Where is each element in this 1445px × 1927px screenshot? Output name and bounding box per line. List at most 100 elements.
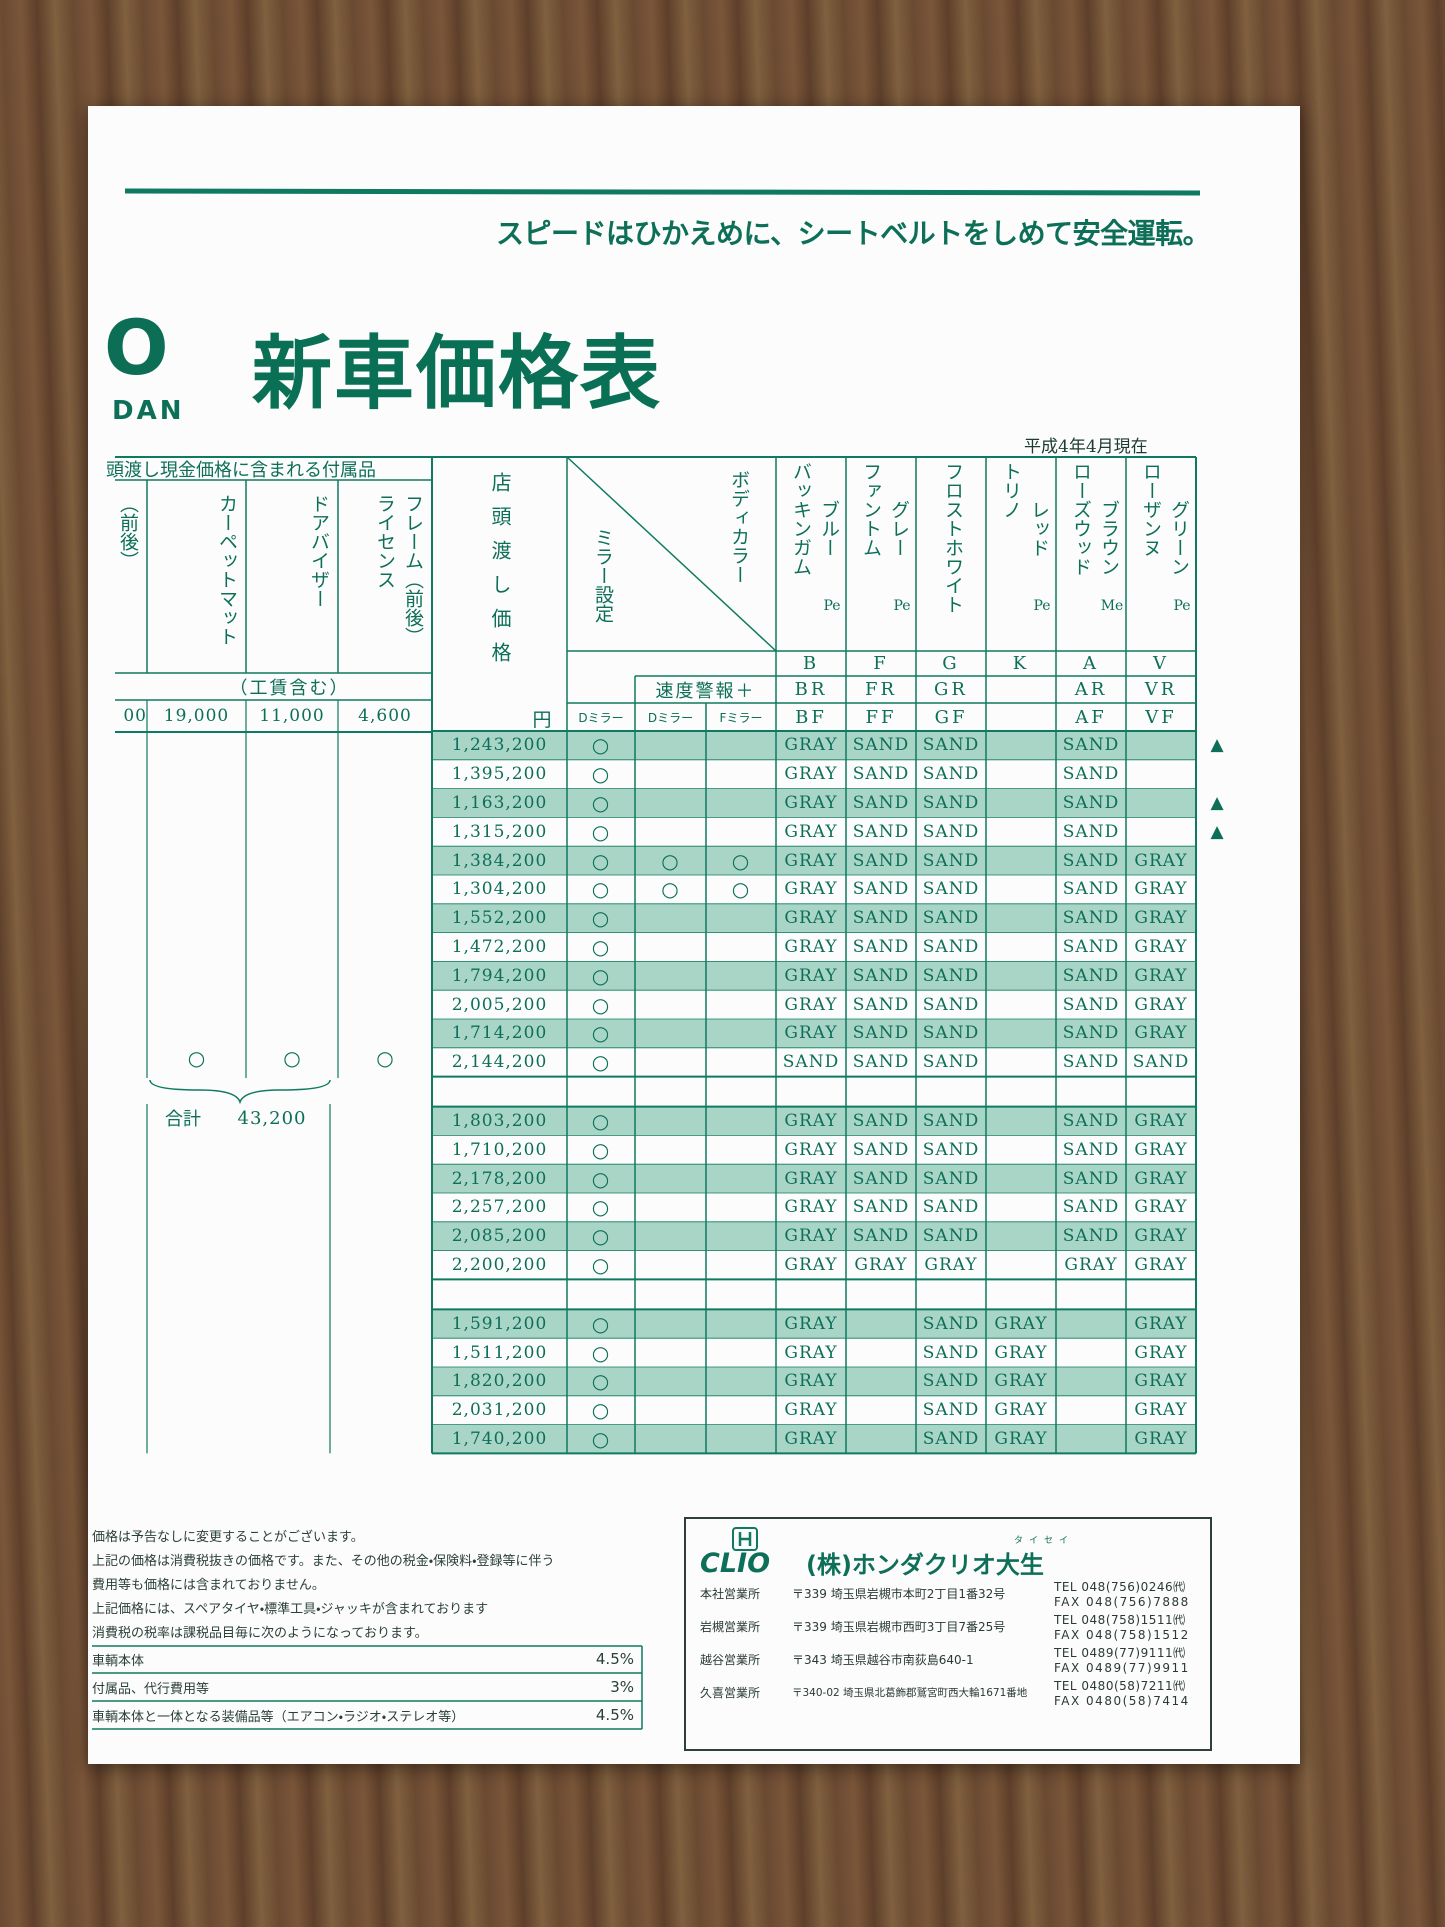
color-availability: SAND — [922, 908, 980, 929]
color-availability: SAND — [922, 735, 980, 756]
color-availability: GRAY — [1134, 1197, 1188, 1218]
color-name: ブラウン — [1098, 500, 1120, 576]
office-fax: FAX 0480(58)7414 — [1054, 1694, 1190, 1708]
color-code: AF — [1075, 706, 1107, 728]
d-mirror: ○ — [591, 1369, 611, 1394]
d-mirror: ○ — [591, 934, 611, 959]
color-availability: SAND — [922, 850, 980, 871]
note: 価格は予告なしに変更することがございます。 — [92, 1529, 364, 1545]
accessory-name: （前後） — [117, 494, 139, 570]
d-mirror: ○ — [591, 1426, 611, 1451]
row-stripe — [432, 961, 1196, 991]
row-stripe — [432, 788, 1196, 818]
color-availability: GRAY — [994, 1313, 1048, 1334]
row-stripe — [432, 731, 1196, 760]
color-availability: SAND — [1062, 1023, 1120, 1044]
color-availability: GRAY — [924, 1254, 978, 1275]
tax-item: 付属品、代行費用等 — [92, 1681, 210, 1697]
color-code: B — [802, 653, 820, 674]
color-availability: SAND — [1062, 1226, 1120, 1247]
color-availability: GRAY — [784, 1197, 838, 1218]
price: 1,803,200 — [451, 1110, 548, 1131]
price: 2,005,200 — [451, 994, 548, 1015]
price: 1,395,200 — [451, 764, 548, 785]
price-header: 店頭渡し価格 — [488, 472, 512, 676]
color-availability: SAND — [852, 1052, 910, 1073]
color-name: トリノ — [1000, 462, 1022, 519]
price: 2,085,200 — [451, 1226, 548, 1247]
logo-mark: O — [104, 303, 169, 392]
dealer-company: (株)ホンダクリオ大生 — [806, 1550, 1044, 1579]
diagonal-rule — [566, 456, 777, 652]
accessory-price: 4,600 — [358, 706, 412, 726]
note: 上記価格には、スペアタイヤ・標準工具・ジャッキが含まれております — [92, 1601, 489, 1617]
color-availability: SAND — [852, 1197, 910, 1218]
color-availability: SAND — [852, 1226, 910, 1247]
office-fax: FAX 048(756)7888 — [1054, 1595, 1190, 1609]
d-mirror: ○ — [591, 1252, 611, 1277]
color-availability: GRAY — [784, 764, 838, 785]
price: 1,714,200 — [451, 1023, 548, 1044]
row-marker: ▲ — [1210, 735, 1224, 756]
color-availability: SAND — [1062, 764, 1120, 785]
accessory-price: 11,000 — [259, 706, 325, 726]
price: 2,200,200 — [451, 1254, 548, 1275]
color-availability: SAND — [1062, 850, 1120, 871]
color-availability: GRAY — [784, 792, 838, 813]
price: 1,820,200 — [451, 1371, 548, 1392]
color-availability: GRAY — [1134, 1400, 1188, 1421]
color-availability: GRAY — [1134, 1226, 1188, 1247]
color-availability: SAND — [922, 1168, 980, 1189]
price: 1,472,200 — [451, 936, 548, 957]
d-mirror: ○ — [591, 790, 611, 815]
office-address: 〒343 埼玉県越谷市南荻島640-1 — [792, 1652, 974, 1667]
mirror-type: Dミラー — [578, 710, 624, 725]
office-tel: TEL 048(756)0246㈹ — [1054, 1579, 1186, 1594]
row-stripe — [432, 1367, 1196, 1396]
price: 1,304,200 — [451, 879, 548, 900]
color-availability: SAND — [922, 792, 980, 813]
color-availability: GRAY — [784, 821, 838, 842]
price: 1,591,200 — [451, 1313, 548, 1334]
color-availability: SAND — [1062, 821, 1120, 842]
color-availability: SAND — [922, 965, 980, 986]
color-availability: SAND — [852, 735, 910, 756]
accessory-name: ライセンス — [374, 494, 396, 589]
color-availability: GRAY — [784, 1254, 838, 1275]
color-availability: GRAY — [1064, 1254, 1118, 1275]
color-availability: SAND — [922, 1139, 980, 1160]
price: 1,552,200 — [451, 908, 548, 929]
color-availability: GRAY — [1134, 1110, 1188, 1131]
color-availability: GRAY — [1134, 850, 1188, 871]
color-availability: SAND — [922, 1052, 980, 1073]
price: 1,315,200 — [451, 821, 548, 842]
office-tel: TEL 048(758)1511㈹ — [1054, 1612, 1186, 1627]
color-code: G — [942, 653, 960, 674]
accessory-included: ○ — [187, 1046, 206, 1070]
color-availability: SAND — [922, 994, 980, 1015]
color-availability: SAND — [922, 764, 980, 785]
d-mirror: ○ — [591, 1166, 611, 1191]
color-availability: GRAY — [1134, 994, 1188, 1015]
color-availability: GRAY — [784, 1023, 838, 1044]
office-name: 岩槻営業所 — [700, 1619, 761, 1634]
accessory-included: ○ — [376, 1046, 394, 1070]
color-name: ファントム — [860, 462, 882, 557]
d-mirror: ○ — [591, 1398, 611, 1423]
color-availability: SAND — [852, 1023, 910, 1044]
speed-d-mirror: ○ — [661, 848, 680, 873]
color-availability: SAND — [1062, 994, 1120, 1015]
row-stripe — [432, 1106, 1196, 1136]
color-availability: SAND — [1062, 879, 1120, 900]
color-finish: Pe — [893, 598, 911, 614]
row-marker: ▲ — [1210, 821, 1224, 842]
color-availability: SAND — [852, 821, 910, 842]
color-availability: SAND — [1062, 1168, 1120, 1189]
office-name: 久喜営業所 — [700, 1685, 761, 1700]
color-availability: GRAY — [1134, 1342, 1188, 1363]
color-availability: SAND — [852, 850, 910, 871]
color-availability: GRAY — [1134, 1428, 1188, 1449]
honda-mark — [732, 1527, 758, 1551]
row-stripe — [432, 846, 1196, 875]
